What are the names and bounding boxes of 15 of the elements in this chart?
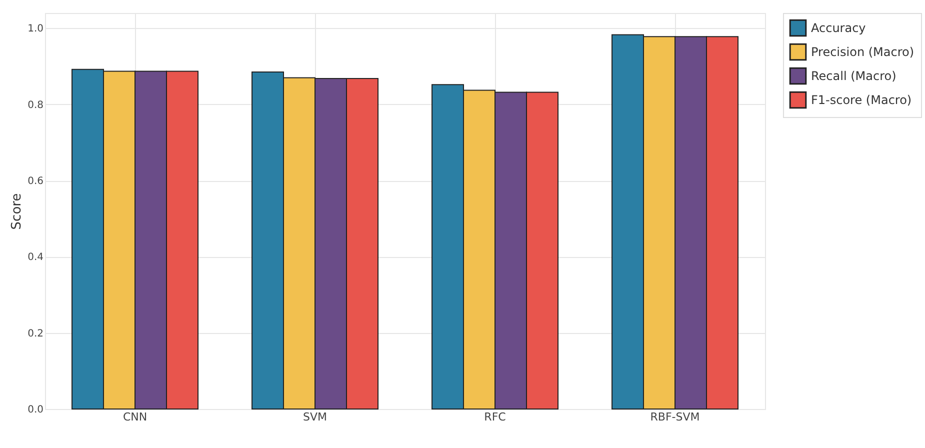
legend-label: Recall (Macro) <box>811 69 896 83</box>
y-tick-label: 0.8 <box>28 100 44 111</box>
x-tick-label: SVM <box>303 410 327 424</box>
legend-label: Accuracy <box>811 21 866 35</box>
y-tick-label: 0.6 <box>28 176 44 188</box>
x-tick-label: CNN <box>122 410 148 424</box>
legend-label: Precision (Macro) <box>811 45 914 59</box>
y-tick-label: 1.0 <box>28 24 44 35</box>
y-axis-title: Score <box>10 193 25 230</box>
legend-label: F1-score (Macro) <box>811 93 912 107</box>
y-tick-label: 0.4 <box>28 252 44 264</box>
y-tick-label: 0.2 <box>28 328 44 340</box>
x-tick-label: RFC <box>484 410 506 424</box>
y-tick-label: 0.0 <box>28 404 44 416</box>
x-tick-label: RBF-SVM <box>650 410 700 424</box>
